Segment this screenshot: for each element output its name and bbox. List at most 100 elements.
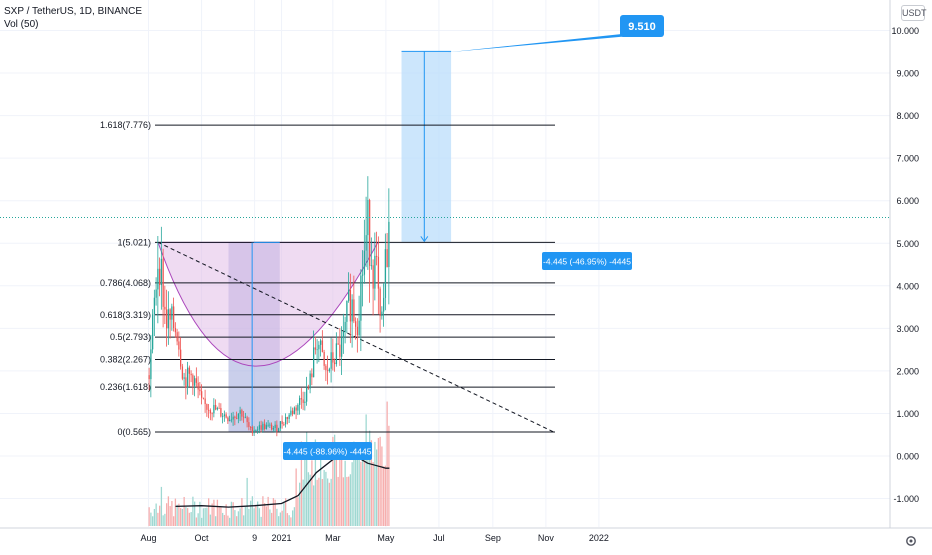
volume-bar [374,441,376,526]
settings-icon[interactable] [906,536,916,546]
candle-body [269,424,271,426]
candle-body [299,398,301,405]
candle-body [199,389,201,392]
y-tick-label: 4.000 [896,281,919,291]
y-tick-label: -1.000 [893,494,919,504]
volume-bar [383,466,385,526]
candle-body [253,430,255,434]
volume-bar [306,431,308,526]
volume-bar [230,501,233,526]
volume-bar [348,476,350,526]
y-tick-label: 2.000 [896,366,919,376]
y-tick-label: 1.000 [896,409,919,419]
volume-bar [216,499,219,526]
candle-body [304,401,306,403]
volume-ma-line [175,451,390,508]
candle-body [358,320,360,335]
volume-bar [176,504,178,526]
candle-body [367,199,369,236]
candle-body [285,417,287,425]
x-tick-label: Aug [140,533,156,543]
volume-bar [241,498,243,526]
candle-body [335,343,338,365]
volume-bar [258,508,261,526]
currency-badge[interactable]: USDT [901,5,927,21]
volume-bar [311,460,313,526]
volume-bar [178,503,180,526]
volume-bar [290,517,292,526]
candle-body [213,404,215,414]
candle-body [355,321,357,327]
volume-bar [307,472,310,526]
candle-body [351,299,353,322]
candle-body [321,340,324,352]
volume-bar [286,513,289,526]
candle-body [230,419,233,421]
candle-body [316,349,318,351]
candle-body [370,265,373,267]
volume-bar [388,425,390,526]
candle-body [276,424,278,432]
volume-bar [360,461,362,526]
candle-body [153,297,156,315]
volume-bar [209,514,212,526]
candle-body [244,417,247,419]
volume-bar [167,496,170,526]
volume-bar [363,460,366,526]
candle-body [251,427,254,434]
y-tick-label: 5.000 [896,239,919,249]
volume-bar [288,515,290,526]
volume-bar [314,439,317,526]
candle-body [243,416,245,418]
x-tick-label: Jul [433,533,445,543]
candle-body [265,425,268,430]
volume-bar [202,508,205,526]
candle-body [167,309,170,329]
candle-body [334,362,336,365]
volume-bar [264,503,266,526]
candle-body [178,341,180,350]
volume-bar [222,512,224,526]
candle-body [206,404,208,410]
price-scale-panel[interactable] [890,0,932,550]
target-price-callout [620,15,664,37]
volume-bar [148,507,150,526]
volume-bar [211,503,213,526]
volume-bar [292,510,294,526]
candle-body [262,423,264,430]
candle-body [257,429,259,431]
volume-bar [353,441,355,526]
candle-body [344,321,346,332]
volume-bar [330,478,332,526]
volume-bar [384,465,387,526]
candle-body [148,375,150,380]
volume-bar [379,436,381,526]
candle-body [377,256,380,289]
volume-bar [159,505,161,526]
candle-body [218,408,220,409]
fib-level-label: 1.618(7.776) [100,120,151,130]
volume-bar [297,497,299,526]
volume-bar [194,501,196,526]
candle-body [229,419,231,422]
candle-body [173,306,175,329]
candle-body [341,337,343,357]
projection-value-box [542,252,632,270]
candle-body [362,274,364,276]
candle-body [388,221,390,268]
candle-body [197,382,199,390]
volume-bar [285,498,287,526]
volume-bar [162,515,164,526]
candle-body [274,424,276,428]
volume-bar [253,508,255,526]
volume-bar [372,462,374,526]
candle-body [183,377,185,379]
volume-bar [327,478,329,526]
x-tick-label: Nov [538,533,555,543]
volume-bar [281,510,283,526]
volume-bar [201,517,203,526]
candle-body [180,349,182,367]
candle-body [171,306,173,320]
